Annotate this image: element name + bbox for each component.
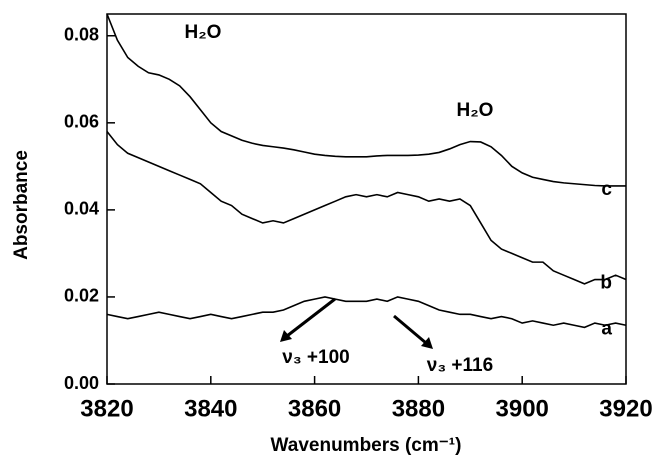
arrow xyxy=(393,314,427,345)
y-tick-label: 0.06 xyxy=(64,112,99,132)
y-tick-label: 0.04 xyxy=(64,199,99,219)
x-tick-label: 3880 xyxy=(392,395,445,422)
arrow-head xyxy=(280,330,292,342)
annotation: ν₃ +100 xyxy=(282,347,349,368)
arrow-head xyxy=(421,337,433,349)
series-label: c xyxy=(601,179,612,200)
y-axis-label: Absorbance xyxy=(11,150,32,260)
y-tick-label: 0.02 xyxy=(64,286,99,306)
x-tick-label: 3920 xyxy=(599,395,652,422)
series-line xyxy=(106,296,627,329)
series-label: a xyxy=(601,318,612,339)
x-tick-label: 3820 xyxy=(80,395,133,422)
series-line xyxy=(106,13,626,187)
series-line xyxy=(106,131,627,285)
x-tick-label: 3900 xyxy=(496,395,549,422)
x-axis-label: Wavenumbers (cm⁻¹) xyxy=(271,435,462,456)
annotation: ν₃ +116 xyxy=(427,355,493,376)
plot-frame xyxy=(106,13,627,385)
annotation: H₂O xyxy=(457,100,494,121)
y-tick-label: 0.08 xyxy=(64,25,99,45)
x-tick-label: 3860 xyxy=(288,395,341,422)
arrow xyxy=(286,297,336,338)
annotation: H₂O xyxy=(185,22,222,43)
y-tick-label: 0.00 xyxy=(64,373,99,393)
x-tick-label: 3840 xyxy=(184,395,237,422)
series-label: b xyxy=(600,273,612,294)
